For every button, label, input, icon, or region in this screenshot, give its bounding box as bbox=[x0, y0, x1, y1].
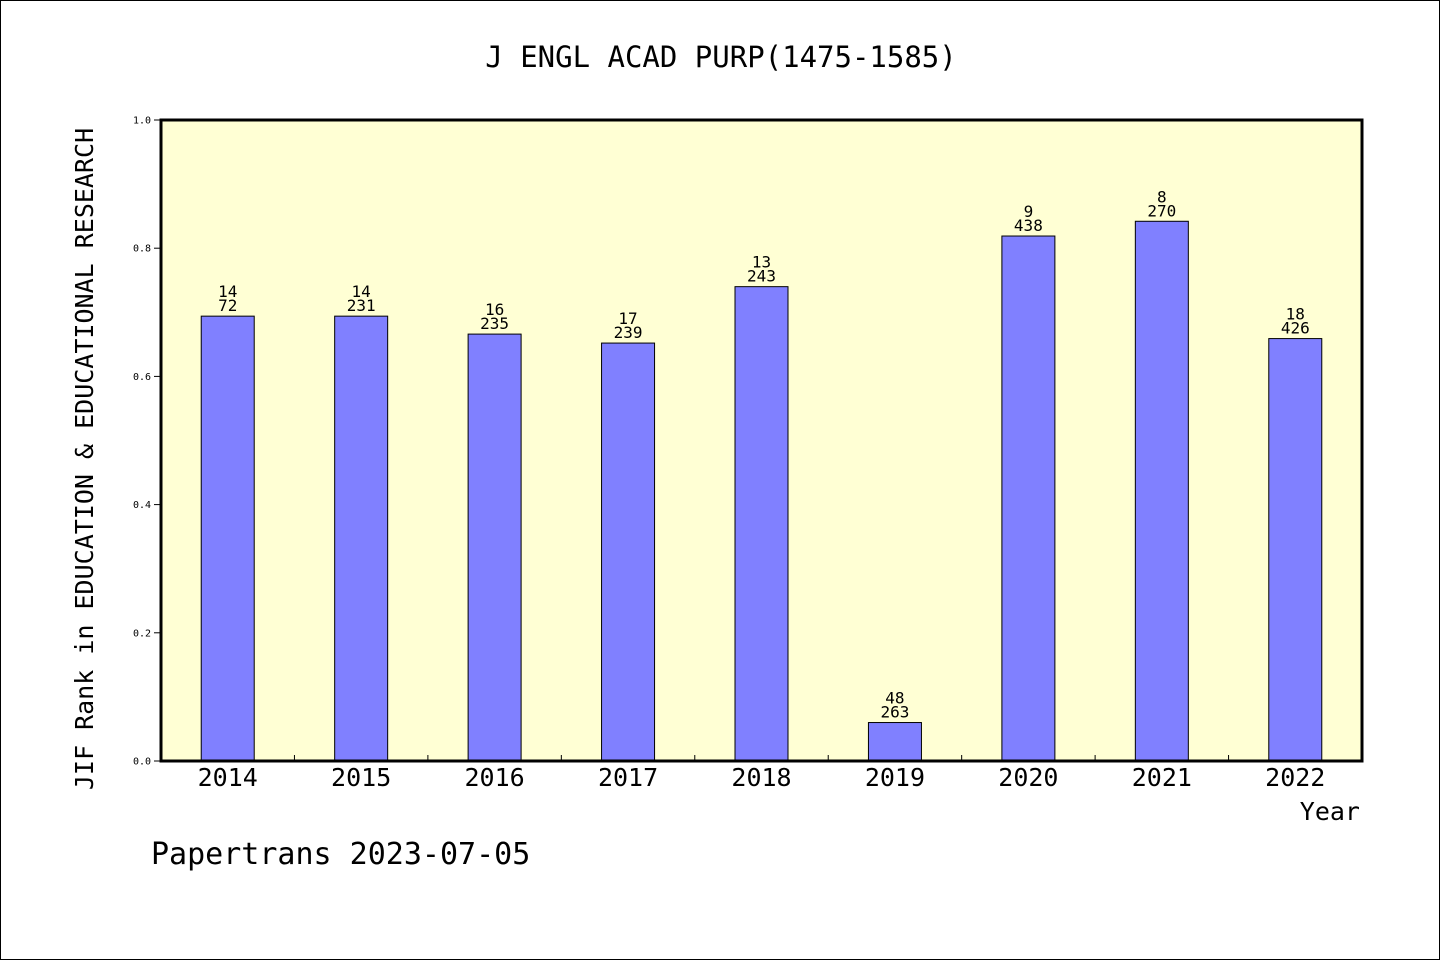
bar bbox=[334, 315, 389, 762]
bar-total-label: 239 bbox=[614, 323, 643, 342]
bar bbox=[200, 315, 255, 762]
bar bbox=[467, 333, 522, 762]
bar-total-label: 231 bbox=[347, 296, 376, 315]
bar-rank-label: 14 bbox=[218, 282, 237, 301]
y-axis-ticks: 0.0 0.2 0.4 0.6 0.8 1.0 bbox=[133, 116, 161, 768]
y-tick-label: 0.8 bbox=[133, 244, 151, 255]
x-axis-ticks: 2014 2015 2016 2017 2018 2019 2020 2021 2022 bbox=[198, 755, 1325, 792]
x-tick-label: 2021 bbox=[1132, 763, 1192, 792]
bar-rank-label: 9 bbox=[1024, 202, 1034, 221]
y-tick-label: 0.6 bbox=[133, 372, 151, 383]
footer-credit: Papertrans 2023-07-05 bbox=[151, 837, 530, 872]
bar-total-label: 426 bbox=[1281, 319, 1310, 338]
x-tick-label: 2019 bbox=[865, 763, 925, 792]
bar-total-label: 438 bbox=[1014, 216, 1043, 235]
bar-rank-label: 13 bbox=[752, 253, 771, 272]
x-tick-label: 2015 bbox=[331, 763, 391, 792]
y-tick-label: 0.4 bbox=[133, 500, 151, 511]
bar-total-label: 270 bbox=[1147, 201, 1176, 220]
bar-total-label: 263 bbox=[880, 703, 909, 722]
x-tick-label: 2020 bbox=[998, 763, 1058, 792]
bar-total-label: 243 bbox=[747, 267, 776, 286]
bar bbox=[1001, 235, 1056, 762]
bar-rank-label: 48 bbox=[885, 689, 904, 708]
bar-rank-label: 8 bbox=[1157, 187, 1167, 206]
chart-title: J ENGL ACAD PURP(1475-1585) bbox=[485, 40, 956, 74]
bar bbox=[734, 286, 789, 762]
bar-rank-label: 16 bbox=[485, 300, 504, 319]
x-tick-label: 2022 bbox=[1265, 763, 1325, 792]
bar-rank-label: 14 bbox=[352, 282, 371, 301]
x-tick-label: 2016 bbox=[465, 763, 525, 792]
bars bbox=[200, 220, 1323, 762]
x-tick-label: 2018 bbox=[731, 763, 791, 792]
bar bbox=[867, 722, 922, 762]
bar bbox=[601, 342, 656, 762]
x-tick-label: 2014 bbox=[198, 763, 258, 792]
y-tick-label: 0.0 bbox=[133, 757, 151, 768]
bar bbox=[1268, 338, 1323, 762]
bar-total-label: 235 bbox=[480, 314, 509, 333]
plot-border bbox=[159, 118, 1364, 763]
bar-rank-label: 17 bbox=[618, 309, 637, 328]
y-tick-label: 1.0 bbox=[133, 116, 151, 127]
x-axis-label: Year bbox=[1300, 797, 1360, 826]
y-axis-label: JIF Rank in EDUCATION & EDUCATIONAL RESE… bbox=[70, 128, 99, 790]
x-tick-label: 2017 bbox=[598, 763, 658, 792]
bar-total-label: 72 bbox=[218, 296, 237, 315]
y-tick-label: 0.2 bbox=[133, 628, 151, 639]
bar bbox=[1134, 220, 1189, 762]
bar-rank-label: 18 bbox=[1286, 305, 1305, 324]
